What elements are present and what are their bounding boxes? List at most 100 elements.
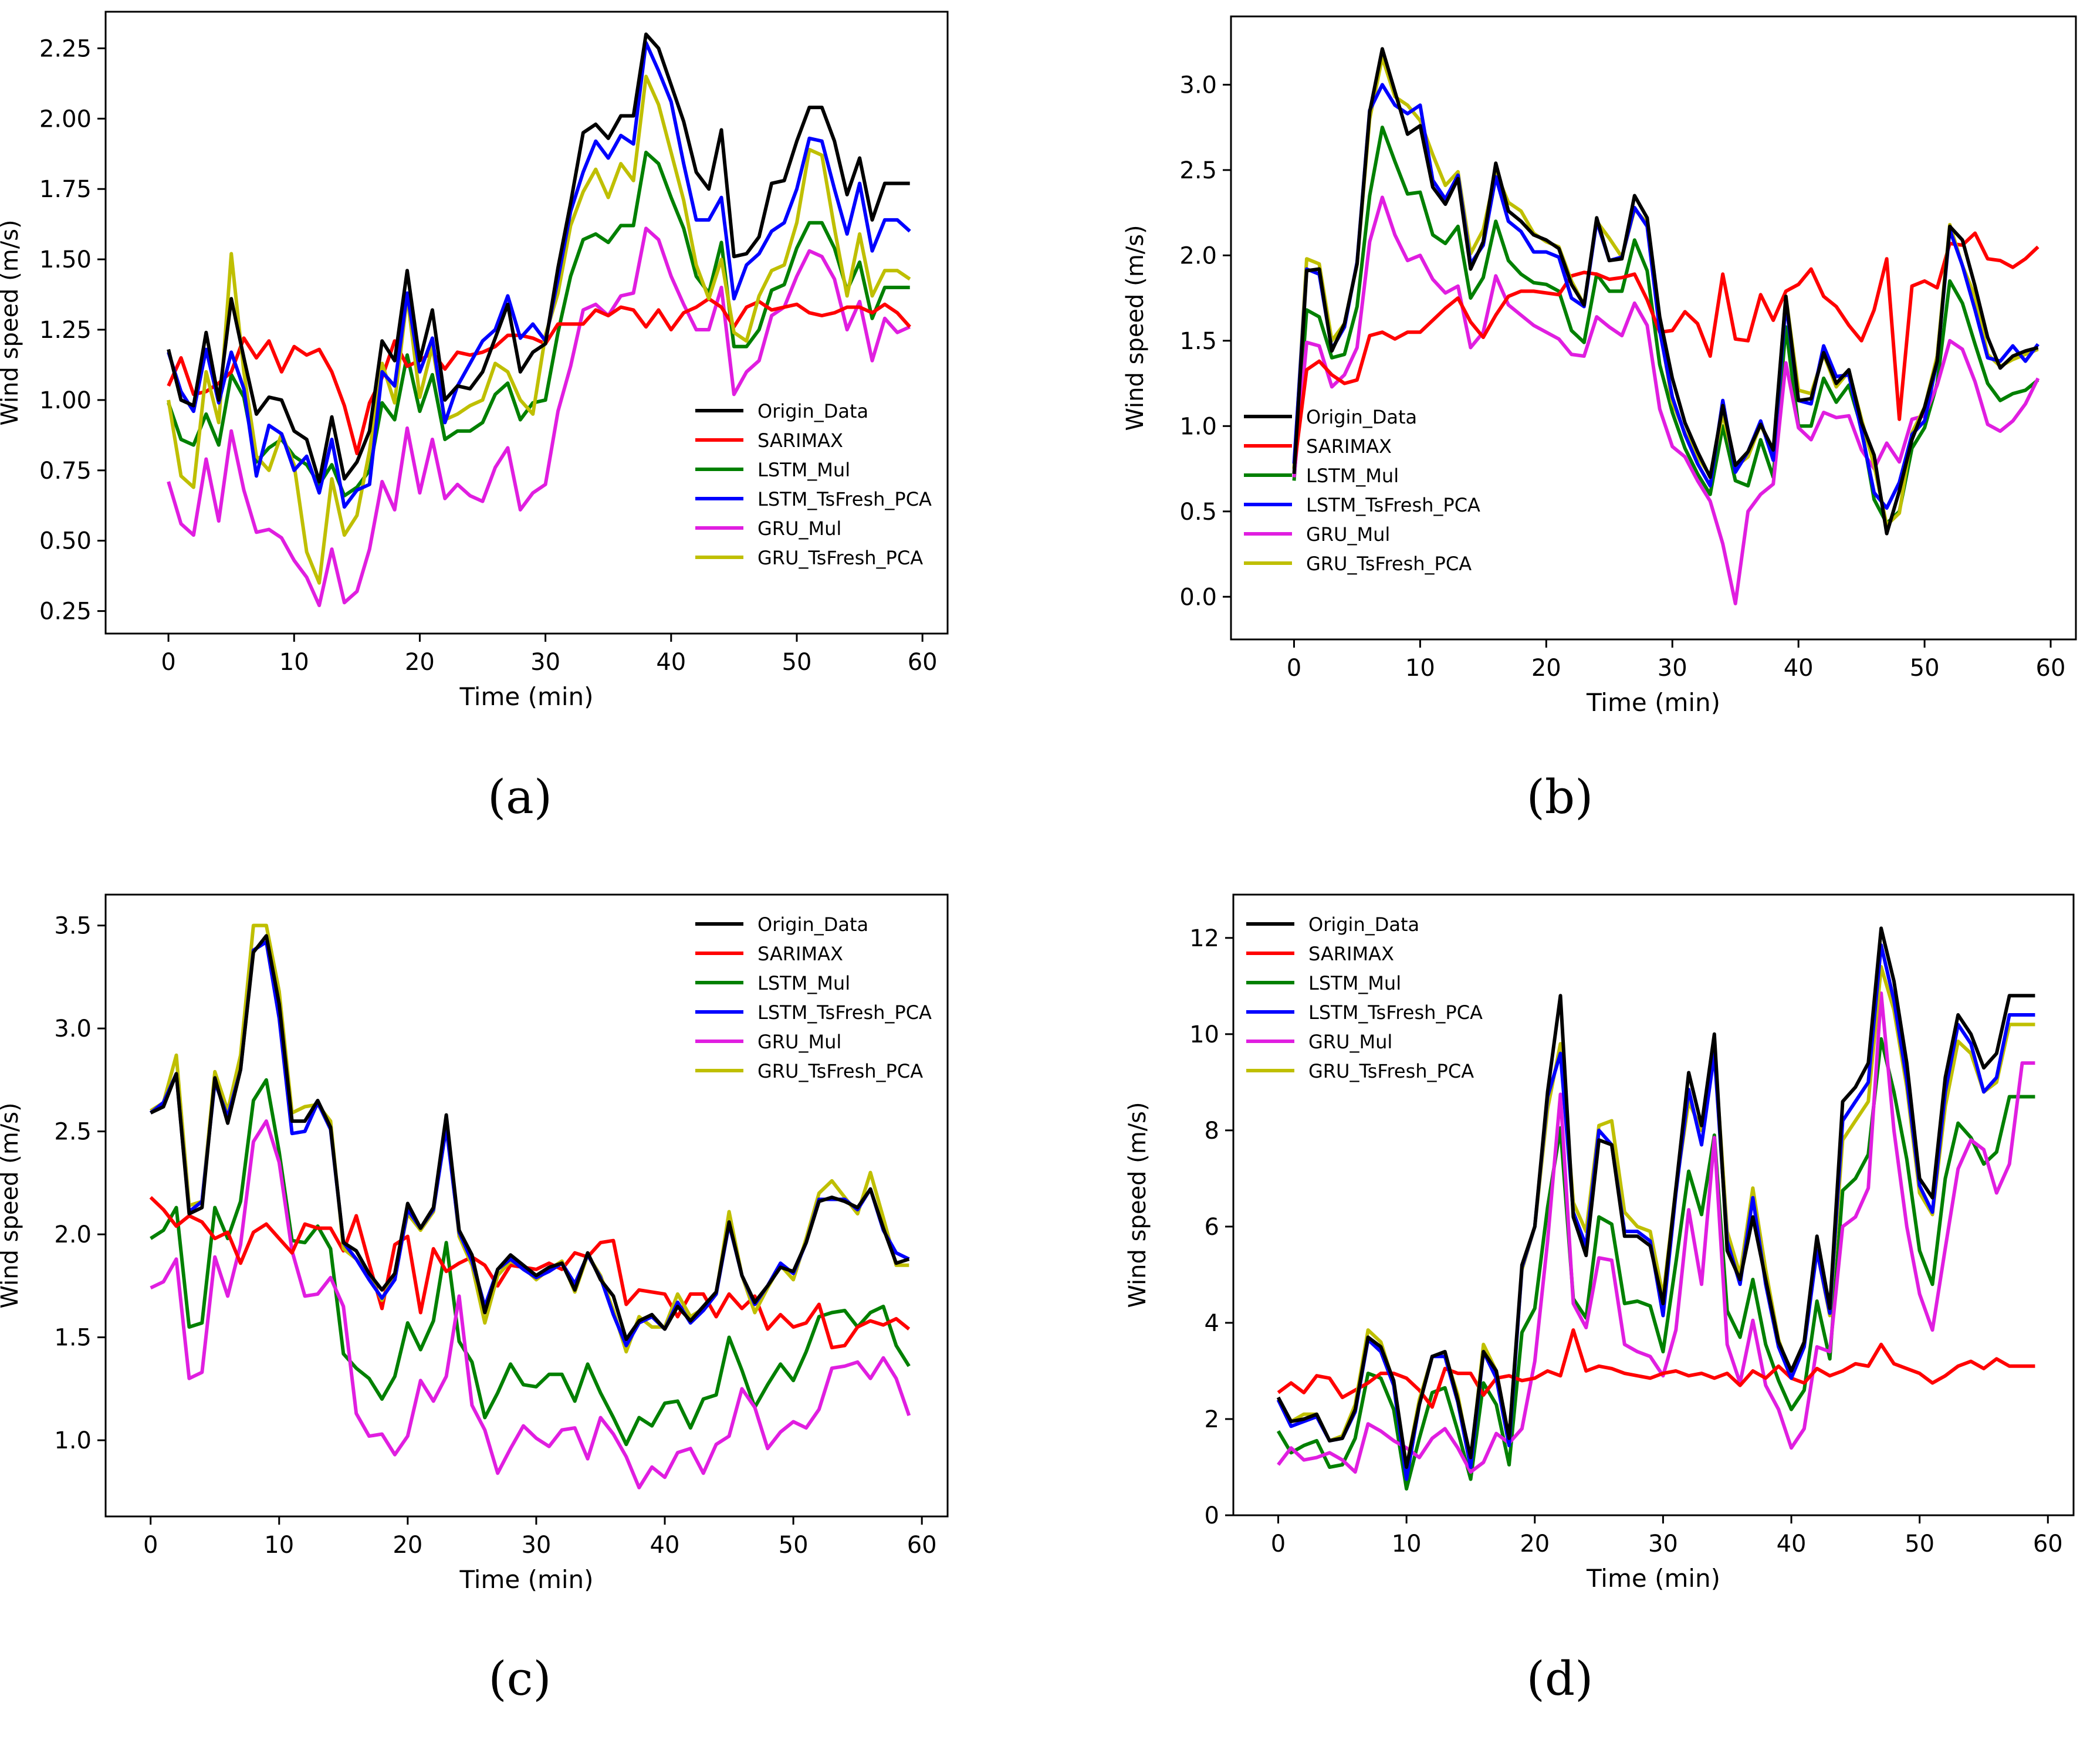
y-tick-label: 3.5 — [54, 913, 92, 940]
x-tick-label: 10 — [1405, 655, 1435, 682]
y-tick-label: 1.00 — [39, 387, 92, 414]
y-tick-label: 1.25 — [39, 317, 92, 344]
y-axis-label: Wind speed (m/s) — [1124, 1102, 1151, 1308]
series-line-origin-data — [1276, 926, 2035, 1469]
plot-frame — [104, 11, 949, 635]
x-tick-label: 20 — [405, 649, 435, 676]
series-group — [149, 923, 911, 1489]
y-tick-label: 2.0 — [1179, 242, 1217, 269]
series-line-gru-mul — [167, 226, 911, 607]
legend: Origin_Data SARIMAX LSTM_Mul LSTM_TsFresh_P… — [695, 913, 932, 1082]
chart-d: 0 10 20 30 40 50 60 0 2 4 6 8 10 12 Time (min) Wind spe… — [1124, 893, 2075, 1593]
legend-label: Origin_Data — [757, 400, 868, 422]
x-tick-label: 0 — [143, 1532, 158, 1559]
series-line-gru-mul — [1292, 195, 2040, 605]
panel-caption-b: (b) — [1526, 770, 1594, 824]
series-line-lstm-mul — [150, 1078, 911, 1447]
legend-label: LSTM_Mul — [1306, 465, 1399, 487]
x-tick-label: 20 — [1520, 1531, 1550, 1558]
legend-label: LSTM_Mul — [757, 972, 850, 994]
panel-caption-d: (d) — [1526, 1651, 1594, 1706]
y-tick-label: 2.00 — [39, 106, 92, 133]
series-group — [167, 32, 911, 607]
panel-b: 0 10 20 30 40 50 60 0.0 0.5 1.0 1.5 2.0 2.5 3.0 Time (… — [1040, 0, 2080, 882]
x-tick-label: 60 — [2036, 655, 2066, 682]
x-tick-label: 40 — [650, 1532, 680, 1559]
x-tick-label: 60 — [907, 1532, 937, 1559]
legend-label: GRU_TsFresh_PCA — [1308, 1060, 1474, 1082]
series-line-lstm-mul — [1292, 126, 2040, 526]
legend-label: SARIMAX — [757, 429, 843, 452]
y-tick-label: 2.5 — [1179, 157, 1217, 184]
legend: Origin_Data SARIMAX LSTM_Mul LSTM_TsFresh_P… — [695, 400, 932, 569]
series-group — [1292, 47, 2040, 605]
x-tick-label: 30 — [1658, 655, 1687, 682]
x-axis-label: Time (min) — [459, 682, 593, 711]
series-group — [1276, 926, 2035, 1491]
y-tick-label: 1.0 — [54, 1427, 92, 1454]
y-tick-label: 3.0 — [1179, 72, 1217, 99]
plot-frame — [1232, 893, 2075, 1516]
legend-label: LSTM_TsFresh_PCA — [1308, 1001, 1483, 1024]
x-axis-label: Time (min) — [1586, 1564, 1720, 1593]
plot-frame — [1230, 15, 2077, 641]
y-tick-label: 0.75 — [39, 458, 92, 485]
y-tick-label: 0.5 — [1179, 499, 1217, 526]
y-tick-label: 1.5 — [54, 1325, 92, 1352]
chart-c: 0 10 20 30 40 50 60 1.0 1.5 2.0 2.5 3.0 3.5 Time (min… — [0, 893, 949, 1594]
y-tick-label: 3.0 — [54, 1015, 92, 1042]
x-axis-label: Time (min) — [459, 1565, 593, 1594]
legend-label: LSTM_TsFresh_PCA — [1306, 494, 1480, 516]
x-tick-label: 30 — [530, 649, 560, 676]
series-line-origin-data — [167, 32, 910, 483]
y-tick-label: 1.50 — [39, 246, 92, 273]
legend: Origin_Data SARIMAX LSTM_Mul LSTM_TsFresh_P… — [1244, 406, 1480, 575]
y-axis-label: Wind speed (m/s) — [0, 1102, 23, 1308]
x-tick-label: 40 — [1777, 1531, 1807, 1558]
y-axis-label: Wind speed (m/s) — [1122, 225, 1149, 431]
legend-label: GRU_Mul — [1308, 1031, 1392, 1053]
series-line-lstm-tsfresh-pca — [1276, 943, 2035, 1481]
x-tick-label: 10 — [279, 649, 309, 676]
y-tick-label: 2.5 — [54, 1119, 92, 1146]
y-tick-label: 10 — [1189, 1021, 1219, 1048]
y-tick-label: 12 — [1189, 925, 1219, 952]
series-line-lstm-tsfresh-pca — [167, 40, 911, 509]
y-tick-label: 1.75 — [39, 176, 92, 203]
x-tick-label: 60 — [2033, 1531, 2063, 1558]
series-line-sarimax — [1277, 1328, 2035, 1409]
legend-label: LSTM_Mul — [757, 459, 850, 481]
legend-label: GRU_TsFresh_PCA — [1306, 553, 1472, 575]
x-tick-label: 10 — [264, 1532, 294, 1559]
y-axis-label: Wind speed (m/s) — [0, 219, 23, 425]
y-tick-label: 2.0 — [54, 1221, 92, 1248]
panel-d: 0 10 20 30 40 50 60 0 2 4 6 8 10 12 Time (min) Wind spe… — [1040, 882, 2080, 1764]
series-line-lstm-tsfresh-pca — [149, 940, 910, 1347]
chart-b: 0 10 20 30 40 50 60 0.0 0.5 1.0 1.5 2.0 2.5 3.0 Time (… — [1122, 15, 2077, 717]
panel-caption-a: (a) — [487, 770, 553, 824]
legend-label: GRU_Mul — [1306, 523, 1390, 546]
x-tick-label: 0 — [1287, 655, 1301, 682]
x-tick-label: 30 — [521, 1532, 551, 1559]
x-tick-label: 50 — [1905, 1531, 1934, 1558]
y-tick-label: 0.25 — [39, 598, 92, 625]
x-axis-label: Time (min) — [1586, 688, 1720, 717]
series-line-origin-data — [150, 934, 910, 1342]
y-tick-label: 4 — [1205, 1310, 1219, 1337]
series-line-gru-mul — [150, 1119, 911, 1489]
y-tick-label: 1.5 — [1179, 328, 1217, 355]
y-tick-label: 0 — [1205, 1502, 1219, 1529]
y-tick-label: 0.0 — [1179, 584, 1217, 611]
series-line-origin-data — [1292, 47, 2039, 536]
x-tick-label: 60 — [908, 649, 938, 676]
legend-label: Origin_Data — [757, 913, 868, 936]
series-line-sarimax — [167, 297, 911, 455]
panel-a: 0 10 20 30 40 50 60 0.25 0.50 0.75 1.00 1.25 1.50 1.7… — [0, 0, 1040, 882]
legend-label: GRU_Mul — [757, 1031, 841, 1053]
x-tick-label: 0 — [161, 649, 175, 676]
panel-c: 0 10 20 30 40 50 60 1.0 1.5 2.0 2.5 3.0 3.5 Time (min… — [0, 882, 1040, 1764]
x-tick-label: 0 — [1271, 1531, 1286, 1558]
y-tick-label: 0.50 — [39, 528, 92, 555]
legend-label: GRU_TsFresh_PCA — [757, 547, 923, 569]
legend-label: LSTM_TsFresh_PCA — [757, 1001, 932, 1024]
